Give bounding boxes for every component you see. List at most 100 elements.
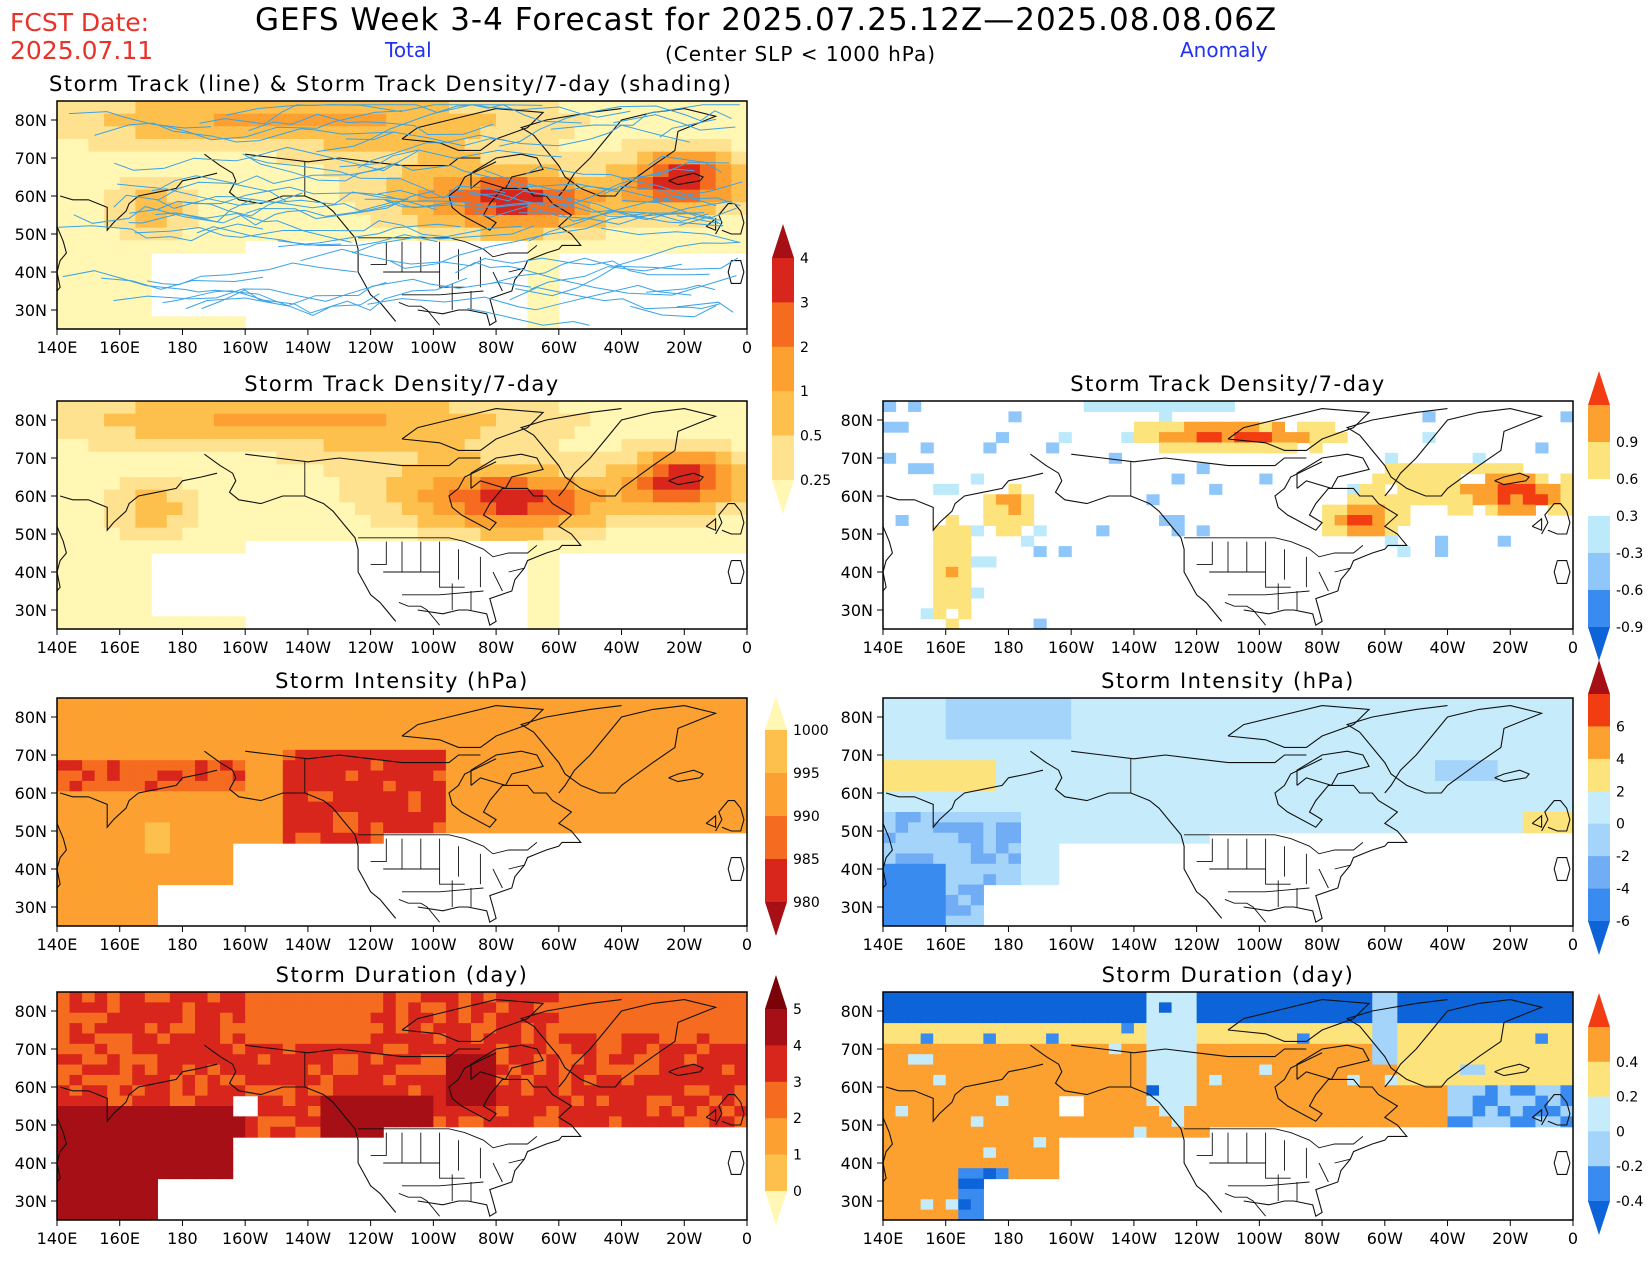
field-cell [1560, 749, 1573, 761]
coastline-segment [245, 453, 481, 467]
field-cell [169, 863, 184, 875]
field-cell [1347, 1043, 1361, 1055]
field-cell [458, 1116, 472, 1128]
field-cell [696, 760, 710, 772]
field-cell [1435, 749, 1449, 761]
field-cell [408, 812, 422, 823]
field-cell [292, 426, 309, 440]
field-cell [292, 502, 309, 516]
field-cell [1071, 1023, 1085, 1035]
field-cell [945, 577, 959, 589]
field-cell [144, 1157, 158, 1169]
field-cell [1271, 749, 1286, 761]
field-cell [104, 189, 121, 203]
field-cell [1522, 770, 1536, 782]
field-cell [684, 1023, 698, 1035]
field-cell [1334, 698, 1348, 709]
field-cell [57, 1064, 71, 1076]
field-cell [1497, 698, 1511, 709]
field-cell [715, 113, 732, 127]
field-cell [970, 1064, 984, 1076]
field-cell [320, 749, 334, 761]
field-cell [696, 1116, 710, 1128]
field-cell [1246, 1116, 1260, 1128]
field-cell [1184, 992, 1198, 1003]
field-cell [571, 812, 585, 823]
field-cell [402, 477, 419, 491]
field-cell [715, 401, 732, 415]
lat-label: 80N [15, 411, 47, 430]
field-cell [1033, 708, 1047, 720]
coastline-segment [245, 153, 481, 167]
field-cell [182, 739, 196, 751]
field-cell [970, 1157, 984, 1169]
field-cell [245, 215, 262, 229]
field-cell [57, 553, 74, 567]
field-cell [1322, 1106, 1336, 1117]
field-cell [1510, 822, 1524, 834]
field-cell [659, 1012, 673, 1024]
field-cell [1409, 812, 1424, 823]
field-cell [307, 489, 325, 503]
field-cell [583, 718, 598, 730]
map-coastlines [57, 999, 745, 1218]
field-cell [1083, 1043, 1097, 1055]
field-cell [496, 515, 513, 529]
field-cell [1221, 1106, 1235, 1117]
field-cell [282, 729, 296, 741]
field-cell [195, 1023, 209, 1035]
field-cell [408, 1043, 422, 1055]
field-cell [104, 126, 121, 140]
field-cell [1121, 729, 1135, 741]
field-cell [358, 1033, 372, 1045]
field-cell [596, 1064, 610, 1076]
field-cell [94, 905, 108, 917]
field-cell [709, 760, 723, 772]
field-cell [144, 1126, 158, 1138]
field-cell [1171, 698, 1185, 709]
field-cell [57, 164, 74, 178]
field-cell [715, 126, 732, 140]
field-cell [1033, 1126, 1047, 1138]
field-cell [458, 1054, 472, 1066]
field-cell [370, 760, 384, 772]
field-cell [696, 770, 710, 782]
field-cell [1435, 801, 1449, 813]
field-cell [659, 1074, 673, 1086]
field-cell [295, 791, 309, 803]
field-cell [307, 812, 322, 823]
field-cell [1409, 463, 1424, 475]
field-cell [958, 577, 972, 589]
field-cell [94, 832, 108, 844]
field-cell [659, 1085, 673, 1097]
field-cell [333, 760, 347, 772]
field-cell [1485, 483, 1499, 495]
field-cell [471, 1012, 485, 1024]
field-cell [402, 451, 419, 465]
field-cell [1209, 739, 1223, 751]
field-cell [721, 1095, 736, 1107]
field-cell [1159, 1002, 1173, 1014]
field-cell [433, 760, 447, 772]
field-cell [257, 749, 271, 761]
border-segment [370, 838, 387, 862]
field-cell [715, 151, 732, 165]
field-cell [270, 780, 284, 792]
field-cell [621, 439, 638, 453]
field-cell [1033, 1157, 1047, 1169]
field-cell [1497, 535, 1511, 547]
field-cell [1271, 812, 1286, 823]
field-cell [1246, 780, 1260, 792]
field-cell [358, 760, 372, 772]
field-cell [1209, 822, 1223, 834]
field-cell [945, 874, 959, 886]
field-cell [182, 1157, 196, 1169]
field-cell [169, 992, 184, 1003]
field-cell [1259, 749, 1273, 761]
field-cell [358, 1043, 372, 1055]
field-cell [958, 1023, 972, 1035]
field-cell [307, 698, 322, 709]
field-cell [1322, 1043, 1336, 1055]
coastline-segment [470, 153, 544, 190]
field-cell [1096, 1074, 1110, 1086]
